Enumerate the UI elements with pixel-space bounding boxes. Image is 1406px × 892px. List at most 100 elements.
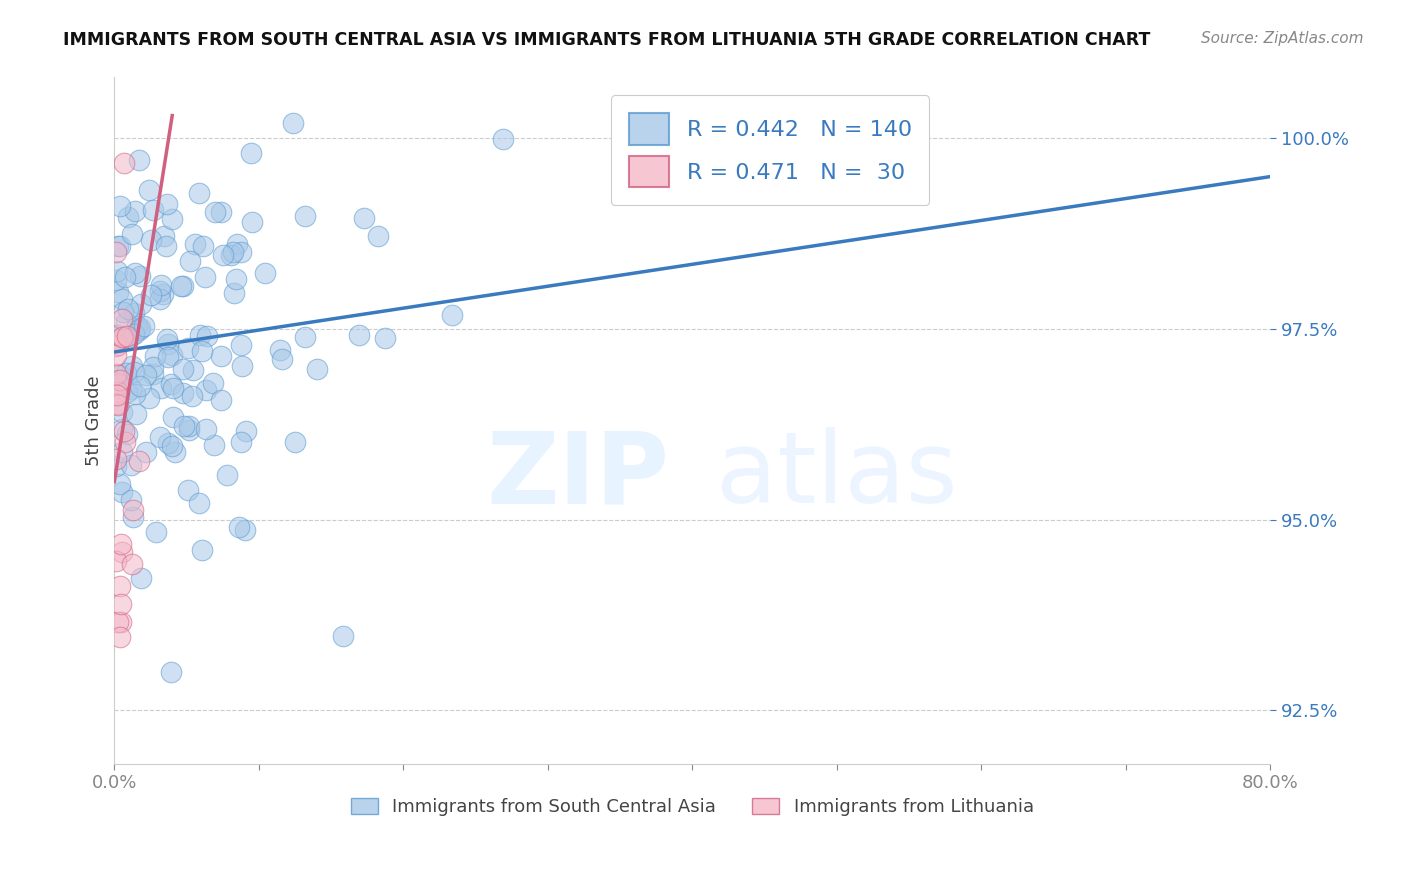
- Point: [107, 264, 129, 278]
- Point: [111, 292, 134, 306]
- Point: [294, 209, 316, 223]
- Point: [108, 239, 131, 253]
- Point: [112, 155, 135, 169]
- Point: [121, 359, 143, 374]
- Point: [157, 350, 180, 364]
- Point: [347, 327, 370, 342]
- Point: [233, 523, 256, 537]
- Point: [162, 380, 184, 394]
- Point: [240, 215, 263, 229]
- Point: [107, 239, 129, 253]
- Point: [115, 329, 138, 343]
- Point: [149, 430, 172, 444]
- Point: [156, 196, 179, 211]
- Point: [121, 557, 143, 571]
- Point: [222, 285, 245, 300]
- Point: [172, 279, 194, 293]
- Point: [332, 629, 354, 643]
- Point: [231, 244, 253, 259]
- Point: [145, 349, 167, 363]
- Point: [209, 392, 232, 407]
- Point: [222, 245, 245, 260]
- Point: [191, 343, 214, 358]
- Point: [110, 368, 132, 383]
- Point: [184, 237, 207, 252]
- Point: [120, 458, 142, 472]
- Point: [111, 329, 134, 343]
- Point: [108, 373, 131, 387]
- Point: [225, 236, 247, 251]
- Point: [135, 445, 157, 459]
- Point: [117, 385, 139, 400]
- Point: [172, 362, 194, 376]
- Point: [152, 229, 174, 244]
- Point: [125, 407, 148, 421]
- Point: [117, 302, 139, 317]
- Point: [107, 376, 129, 391]
- Point: [128, 153, 150, 168]
- Point: [202, 438, 225, 452]
- Point: [162, 410, 184, 425]
- Point: [160, 376, 183, 391]
- Point: [117, 210, 139, 224]
- Point: [108, 630, 131, 644]
- Text: IMMIGRANTS FROM SOUTH CENTRAL ASIA VS IMMIGRANTS FROM LITHUANIA 5TH GRADE CORREL: IMMIGRANTS FROM SOUTH CENTRAL ASIA VS IM…: [63, 31, 1150, 49]
- Point: [128, 323, 150, 337]
- Point: [138, 183, 160, 197]
- Point: [111, 305, 134, 319]
- Point: [141, 288, 163, 302]
- Point: [142, 367, 165, 381]
- Point: [181, 362, 204, 376]
- Point: [105, 553, 128, 567]
- Point: [110, 615, 132, 629]
- Point: [114, 315, 136, 329]
- Point: [155, 239, 177, 253]
- Point: [129, 379, 152, 393]
- Point: [104, 244, 127, 259]
- Point: [107, 285, 129, 300]
- Point: [284, 434, 307, 449]
- Point: [209, 204, 232, 219]
- Point: [131, 297, 153, 311]
- Point: [225, 272, 247, 286]
- Point: [121, 502, 143, 516]
- Y-axis label: 5th Grade: 5th Grade: [86, 376, 103, 466]
- Point: [139, 233, 162, 247]
- Point: [149, 285, 172, 299]
- Point: [110, 537, 132, 551]
- Point: [111, 405, 134, 419]
- Point: [253, 266, 276, 280]
- Point: [281, 116, 304, 130]
- Point: [141, 359, 163, 374]
- Point: [115, 331, 138, 345]
- Point: [107, 384, 129, 399]
- Point: [122, 306, 145, 320]
- Point: [115, 426, 138, 441]
- Point: [135, 368, 157, 383]
- Text: atlas: atlas: [716, 427, 957, 524]
- Point: [163, 445, 186, 459]
- Point: [111, 545, 134, 559]
- Point: [156, 332, 179, 346]
- Point: [121, 227, 143, 242]
- Point: [195, 383, 218, 397]
- Point: [142, 203, 165, 218]
- Point: [492, 132, 515, 146]
- Point: [374, 331, 396, 345]
- Point: [128, 454, 150, 468]
- Point: [157, 436, 180, 450]
- Point: [104, 373, 127, 387]
- Point: [150, 381, 173, 395]
- Point: [231, 359, 253, 373]
- Point: [294, 329, 316, 343]
- Point: [104, 459, 127, 474]
- Point: [179, 254, 201, 268]
- Point: [125, 319, 148, 334]
- Point: [124, 203, 146, 218]
- Point: [104, 452, 127, 467]
- Point: [367, 228, 389, 243]
- Point: [111, 484, 134, 499]
- Point: [105, 367, 128, 381]
- Point: [194, 269, 217, 284]
- Point: [229, 435, 252, 450]
